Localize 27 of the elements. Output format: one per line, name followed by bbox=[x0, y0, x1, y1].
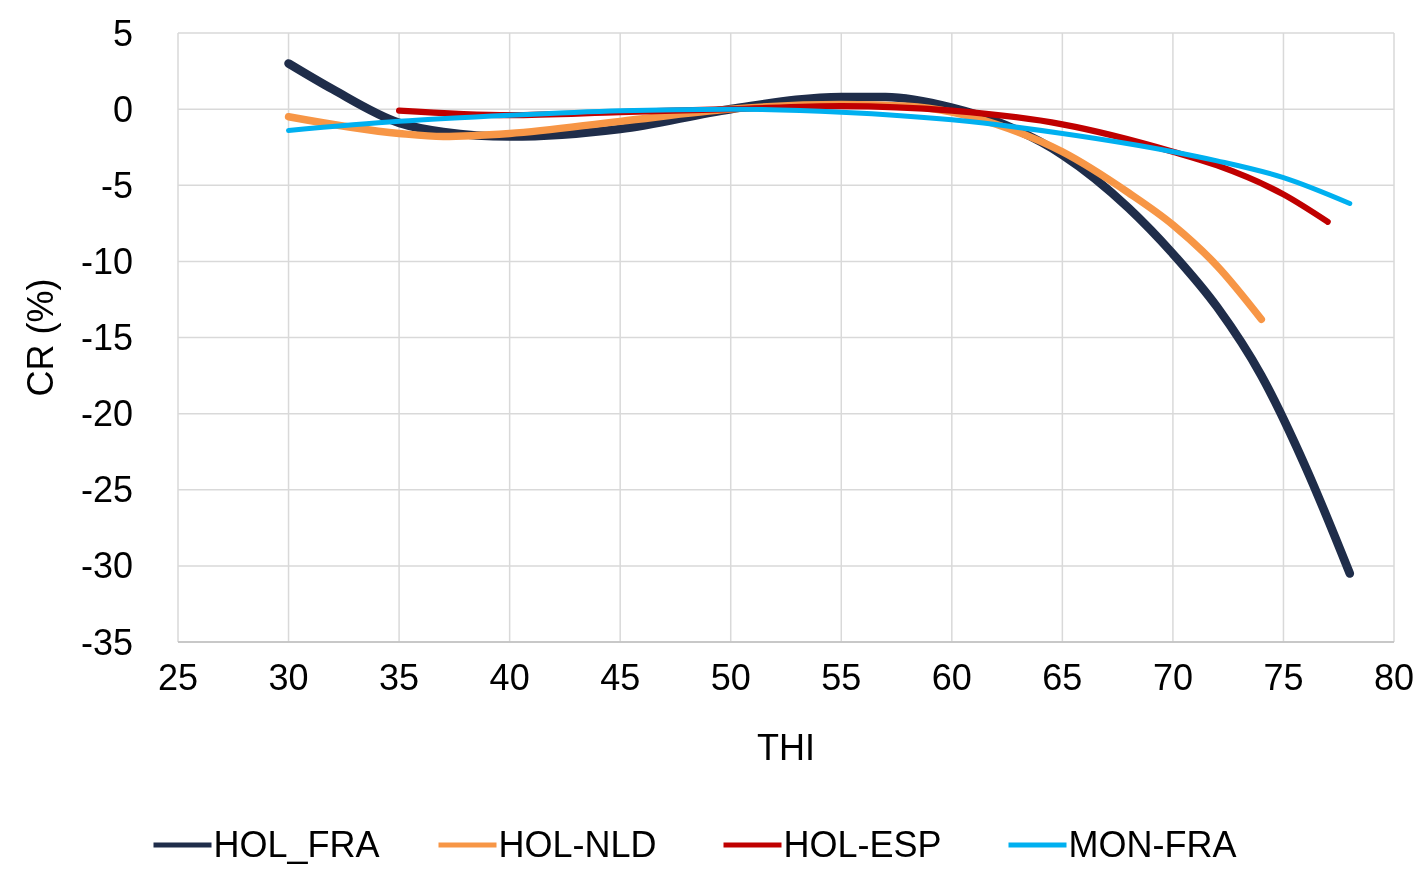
y-tick-label: -25 bbox=[80, 469, 133, 511]
y-axis-title: CR (%) bbox=[20, 278, 61, 397]
y-tick-label: -20 bbox=[80, 393, 133, 435]
y-tick-label: 0 bbox=[112, 88, 133, 130]
legend-label: HOL-ESP bbox=[783, 824, 942, 865]
x-tick-label: 45 bbox=[600, 657, 641, 698]
x-tick-label: 35 bbox=[379, 657, 420, 698]
x-tick-label: 60 bbox=[931, 657, 972, 698]
x-tick-label: 70 bbox=[1152, 657, 1193, 698]
x-tick-label: 80 bbox=[1373, 657, 1415, 698]
x-tick-label: 75 bbox=[1263, 657, 1304, 698]
x-tick-label: 65 bbox=[1042, 657, 1083, 698]
x-tick-label: 25 bbox=[157, 657, 199, 698]
x-tick-label: 50 bbox=[710, 657, 751, 698]
x-tick-label: 40 bbox=[489, 657, 530, 698]
legend-label: MON-FRA bbox=[1068, 824, 1237, 865]
x-axis-title: THI bbox=[757, 727, 815, 768]
y-tick-label: -5 bbox=[100, 164, 133, 206]
y-tick-label: -10 bbox=[80, 240, 133, 282]
x-tick-label: 55 bbox=[821, 657, 862, 698]
y-tick-label: -30 bbox=[80, 545, 133, 587]
y-tick-label: -35 bbox=[80, 621, 133, 663]
legend-label: HOL-NLD bbox=[498, 824, 657, 865]
y-tick-label: -15 bbox=[80, 317, 133, 359]
legend-label: HOL_FRA bbox=[213, 824, 380, 865]
x-tick-label: 30 bbox=[268, 657, 309, 698]
y-tick-label: 5 bbox=[112, 12, 133, 54]
